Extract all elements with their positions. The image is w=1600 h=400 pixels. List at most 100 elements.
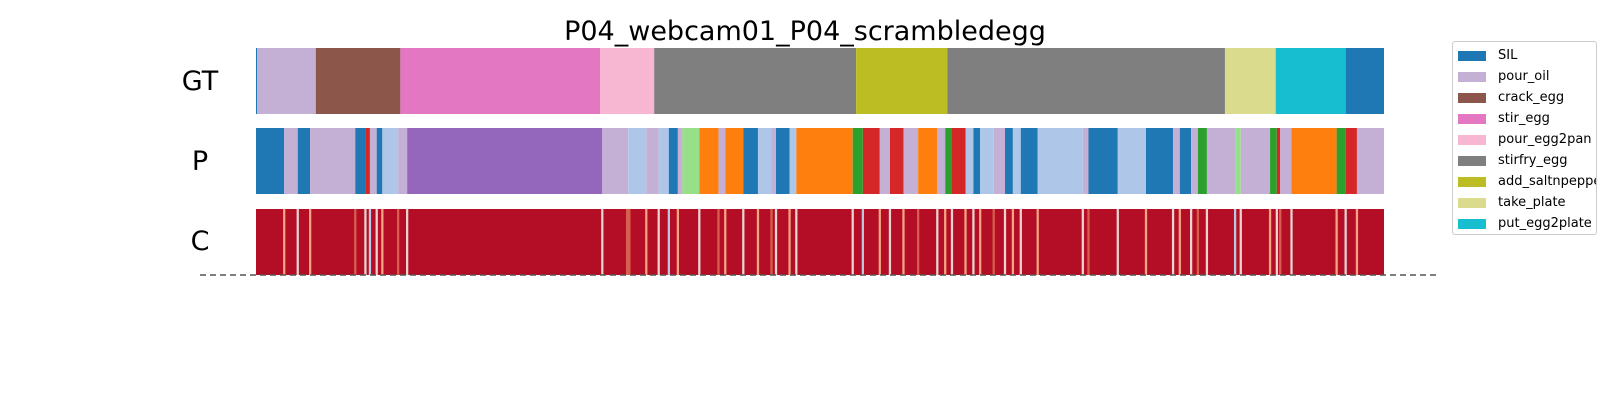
gt-segment bbox=[856, 48, 948, 114]
confidence-dip bbox=[861, 209, 864, 275]
prediction-segment bbox=[355, 128, 366, 194]
prediction-segment bbox=[1240, 128, 1271, 194]
confidence-dip bbox=[1171, 209, 1175, 275]
prediction-segment bbox=[718, 128, 726, 194]
confidence-dip bbox=[1196, 209, 1200, 275]
legend-entry: crack_egg bbox=[1453, 87, 1596, 108]
prediction-segment bbox=[852, 128, 863, 194]
confidence-dip bbox=[878, 209, 881, 275]
confidence-dip bbox=[851, 209, 854, 275]
confidence-dip bbox=[774, 209, 778, 275]
prediction-segment bbox=[668, 128, 678, 194]
confidence-dip bbox=[1003, 209, 1007, 275]
prediction-segment bbox=[602, 128, 629, 194]
confidence-dip bbox=[667, 209, 670, 275]
legend-label: crack_egg bbox=[1498, 90, 1565, 105]
legend-swatch bbox=[1458, 50, 1486, 61]
prediction-segment bbox=[1276, 128, 1281, 194]
confidence-dip bbox=[698, 209, 701, 275]
confidence-dip bbox=[676, 209, 679, 275]
confidence-dip bbox=[950, 209, 954, 275]
prediction-segment bbox=[889, 128, 904, 194]
prediction-segment bbox=[310, 128, 356, 194]
confidence-dip bbox=[724, 209, 727, 275]
gt-segment bbox=[1345, 48, 1384, 114]
prediction-segment bbox=[862, 128, 880, 194]
legend-label: pour_oil bbox=[1498, 69, 1550, 84]
prediction-segment bbox=[256, 128, 285, 194]
confidence-dip bbox=[1239, 209, 1242, 275]
confidence-dip bbox=[657, 209, 660, 275]
legend-entry: stirfry_egg bbox=[1453, 150, 1596, 171]
confidence-dip bbox=[1344, 209, 1347, 275]
confidence-dip bbox=[770, 209, 773, 275]
confidence-dip bbox=[283, 209, 286, 275]
confidence-dip bbox=[1144, 209, 1148, 275]
prediction-segment bbox=[407, 128, 603, 194]
confidence-dip bbox=[936, 209, 939, 275]
legend-label: stir_egg bbox=[1498, 111, 1550, 126]
confidence-dip bbox=[296, 209, 299, 275]
legend-entry: stir_egg bbox=[1453, 108, 1596, 129]
gt-segment bbox=[256, 48, 316, 114]
prediction-segment bbox=[1082, 128, 1089, 194]
prediction-segment bbox=[973, 128, 981, 194]
confidence-dip bbox=[625, 209, 631, 275]
prediction-segment bbox=[682, 128, 700, 194]
confidence-dip bbox=[788, 209, 791, 275]
prediction-segment bbox=[1235, 128, 1241, 194]
confidence-dip bbox=[1268, 209, 1272, 275]
prediction-segment bbox=[771, 128, 777, 194]
confidence-dip bbox=[902, 209, 905, 275]
legend-label: take_plate bbox=[1498, 195, 1566, 210]
confidence-dip bbox=[1019, 209, 1022, 275]
prediction-segment bbox=[980, 128, 994, 194]
prediction-segment bbox=[646, 128, 659, 194]
confidence-dip bbox=[1036, 209, 1039, 275]
prediction-segment bbox=[376, 128, 383, 194]
row-label-p: P bbox=[192, 146, 208, 177]
legend: SIL pour_oil crack_egg stir_egg pour_egg2pan… bbox=[1452, 41, 1597, 235]
prediction-segment bbox=[628, 128, 647, 194]
prediction-segment bbox=[1191, 128, 1198, 194]
gt-start-mark bbox=[256, 48, 257, 114]
legend-label: SIL bbox=[1498, 48, 1518, 63]
confidence-dip bbox=[354, 209, 357, 275]
prediction-segment bbox=[1037, 128, 1083, 194]
row-label-c: C bbox=[191, 226, 210, 257]
prediction-segment bbox=[1280, 128, 1292, 194]
legend-entry: add_saltnpepper bbox=[1453, 171, 1596, 192]
confidence-dip bbox=[1116, 209, 1119, 275]
confidence-dip bbox=[1233, 209, 1237, 275]
prediction-segment bbox=[951, 128, 966, 194]
confidence-dip bbox=[1011, 209, 1015, 275]
confidence-dip bbox=[645, 209, 648, 275]
confidence-dip bbox=[1205, 209, 1209, 275]
confidence-dip bbox=[964, 209, 967, 275]
prediction-segment bbox=[1206, 128, 1236, 194]
legend-label: stirfry_egg bbox=[1498, 153, 1568, 168]
confidence-band bbox=[256, 209, 1384, 275]
legend-swatch bbox=[1458, 197, 1486, 208]
prediction-segment bbox=[1345, 128, 1357, 194]
confidence-dip bbox=[944, 209, 947, 275]
prediction-segment bbox=[879, 128, 890, 194]
prediction-segment bbox=[743, 128, 758, 194]
confidence-dip bbox=[309, 209, 312, 275]
prediction-segment bbox=[903, 128, 919, 194]
confidence-dip bbox=[364, 209, 367, 275]
confidence-dip bbox=[888, 209, 892, 275]
confidence-dip bbox=[1279, 209, 1282, 275]
prediction-segment bbox=[699, 128, 719, 194]
confidence-dip bbox=[717, 209, 720, 275]
prediction-segment bbox=[1356, 128, 1384, 194]
legend-entry: pour_egg2pan bbox=[1453, 129, 1596, 150]
confidence-dip bbox=[795, 209, 798, 275]
legend-swatch bbox=[1458, 155, 1486, 166]
confidence-dip bbox=[381, 209, 384, 275]
confidence-row bbox=[256, 209, 1384, 275]
legend-label: pour_egg2pan bbox=[1498, 132, 1592, 147]
gt-segment bbox=[600, 48, 655, 114]
prediction-segment bbox=[1179, 128, 1192, 194]
row-label-gt: GT bbox=[182, 66, 219, 97]
